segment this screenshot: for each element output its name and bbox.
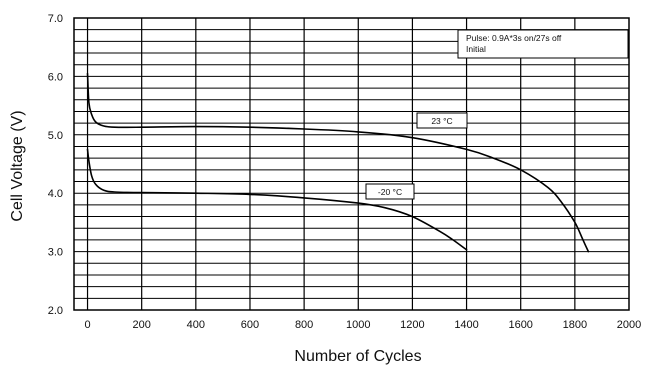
y-tick-label: 2.0 <box>48 305 63 317</box>
x-tick-label: 2000 <box>617 319 641 331</box>
series-label-23c-text: 23 °C <box>431 116 452 126</box>
tick-labels: 0 200 400 600 800 1000 1200 1400 1600 1800 2000 2.0… <box>48 13 642 331</box>
y-tick-label: 4.0 <box>48 188 63 200</box>
grid <box>74 18 629 310</box>
annotation-line-1: Pulse: 0.9A*3s on/27s off <box>466 33 562 43</box>
x-axis-title: Number of Cycles <box>294 348 421 365</box>
y-tick-label: 7.0 <box>48 13 63 25</box>
series-line-23c <box>86 72 590 253</box>
series-line-minus20c <box>86 148 468 251</box>
y-tick-label: 6.0 <box>48 71 63 83</box>
x-tick-label: 1400 <box>454 319 478 331</box>
y-tick-label: 5.0 <box>48 130 63 142</box>
series-label-minus20c-box <box>365 183 415 200</box>
x-tick-label: 1600 <box>508 319 532 331</box>
x-tick-label: 1800 <box>563 319 587 331</box>
annotation-line-2: Initial <box>466 44 486 54</box>
x-tick-label: 800 <box>295 319 313 331</box>
x-tick-label: 0 <box>84 319 90 331</box>
series <box>86 72 590 253</box>
series-label-minus20c-text: -20 °C <box>378 187 402 197</box>
series-label-23c: 23 °C <box>416 112 468 129</box>
plot-frame <box>73 17 630 311</box>
x-tick-label: 600 <box>241 319 259 331</box>
x-tick-label: 400 <box>187 319 205 331</box>
x-tick-label: 1200 <box>400 319 424 331</box>
pulse-annotation-box: Pulse: 0.9A*3s on/27s off Initial <box>457 29 629 59</box>
series-label-23c-box <box>416 112 468 129</box>
x-tick-label: 200 <box>133 319 151 331</box>
series-label-minus20c: -20 °C <box>365 183 415 200</box>
y-tick-label: 3.0 <box>48 247 63 259</box>
annotation-frame <box>457 29 629 59</box>
y-axis-title: Cell Voltage (V) <box>9 110 26 221</box>
x-tick-label: 1000 <box>346 319 370 331</box>
